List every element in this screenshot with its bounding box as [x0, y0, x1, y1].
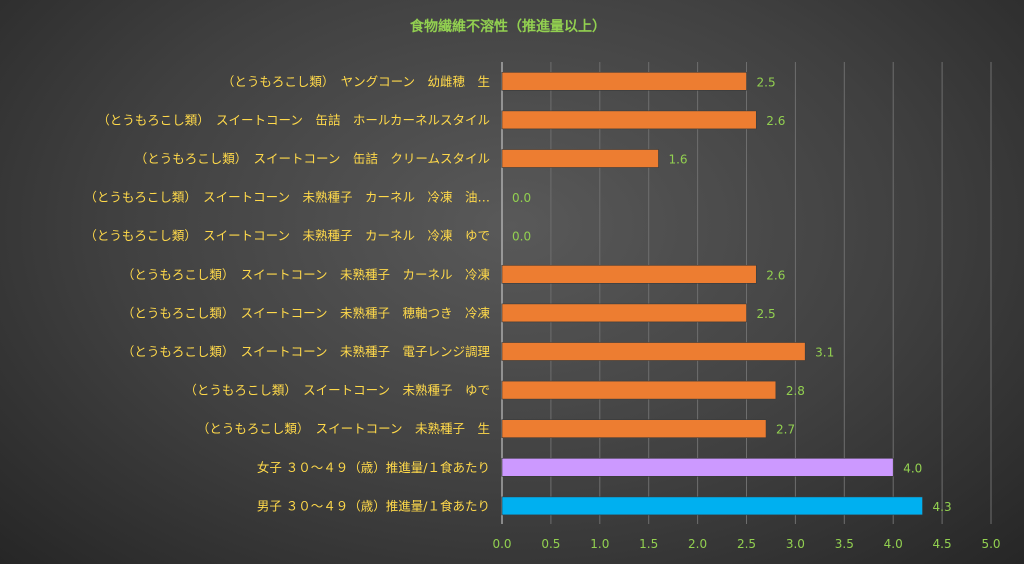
bar — [501, 496, 923, 516]
data-label: 2.5 — [757, 75, 776, 89]
x-axis-ticks: 0.0 0.5 1.0 1.5 2.0 2.5 3.0 3.5 4.0 4.5 5.0 — [492, 537, 1000, 551]
category-label: （とうもろこし類） スイートコーン 缶詰 ホールカーネルスタイル — [97, 112, 490, 127]
bar — [501, 149, 659, 168]
category-label: （とうもろこし類） スイートコーン 未熟種子 生 — [197, 421, 490, 436]
x-tick-label: 4.0 — [884, 537, 903, 551]
data-label: 0.0 — [512, 191, 531, 205]
x-tick-label: 3.0 — [786, 537, 805, 551]
bars — [501, 72, 923, 516]
category-labels: （とうもろこし類） ヤングコーン 幼雌穂 生 （とうもろこし類） スイートコーン … — [84, 74, 490, 514]
category-label: （とうもろこし類） スイートコーン 未熟種子 穂軸つき 冷凍 — [122, 305, 491, 320]
category-label: （とうもろこし類） スイートコーン 缶詰 クリームスタイル — [135, 151, 490, 166]
bar — [501, 72, 747, 91]
bar — [501, 264, 757, 284]
category-label: （とうもろこし類） スイートコーン 未熟種子 カーネル 冷凍 油… — [84, 190, 490, 205]
data-label: 2.6 — [766, 268, 785, 282]
chart-title: 食物繊維不溶性（推進量以上） — [410, 18, 606, 35]
data-label: 1.6 — [668, 153, 687, 167]
data-label: 0.0 — [512, 230, 531, 244]
category-label: （とうもろこし類） スイートコーン 未熟種子 カーネル 冷凍 ゆで — [84, 228, 490, 243]
x-tick-label: 5.0 — [981, 537, 1000, 551]
x-tick-label: 0.5 — [541, 537, 560, 551]
bar — [501, 380, 777, 400]
category-label: （とうもろこし類） スイートコーン 未熟種子 電子レンジ調理 — [122, 344, 491, 359]
x-tick-label: 1.0 — [590, 537, 609, 551]
data-label: 2.8 — [786, 384, 805, 398]
bar — [501, 457, 894, 477]
data-labels: 2.5 2.6 1.6 0.0 0.0 2.6 2.5 3.1 2.8 2.7 4.0 4.3 — [512, 75, 952, 514]
x-tick-label: 1.5 — [639, 537, 658, 551]
gridlines — [501, 62, 992, 524]
bar — [501, 303, 747, 323]
x-tick-label: 2.5 — [737, 537, 756, 551]
category-label: 女子 ３０～４９（歳）推進量/１食あたり — [257, 460, 490, 475]
data-label: 3.1 — [815, 346, 834, 360]
bar — [501, 419, 767, 439]
x-tick-label: 4.5 — [933, 537, 952, 551]
category-label: （とうもろこし類） スイートコーン 未熟種子 カーネル 冷凍 — [122, 267, 491, 282]
x-tick-label: 2.0 — [688, 537, 707, 551]
x-tick-label: 0.0 — [492, 537, 511, 551]
data-label: 4.3 — [933, 500, 952, 514]
category-label: （とうもろこし類） ヤングコーン 幼雌穂 生 — [222, 74, 490, 89]
data-label: 4.0 — [903, 461, 922, 475]
x-tick-label: 3.5 — [835, 537, 854, 551]
category-label: 男子 ３０～４９（歳）推進量/１食あたり — [257, 498, 490, 513]
data-label: 2.6 — [766, 114, 785, 128]
bar — [501, 342, 806, 361]
bar — [501, 110, 757, 130]
data-label: 2.5 — [757, 307, 776, 321]
data-label: 2.7 — [776, 423, 795, 437]
category-label: （とうもろこし類） スイートコーン 未熟種子 ゆで — [184, 383, 490, 398]
